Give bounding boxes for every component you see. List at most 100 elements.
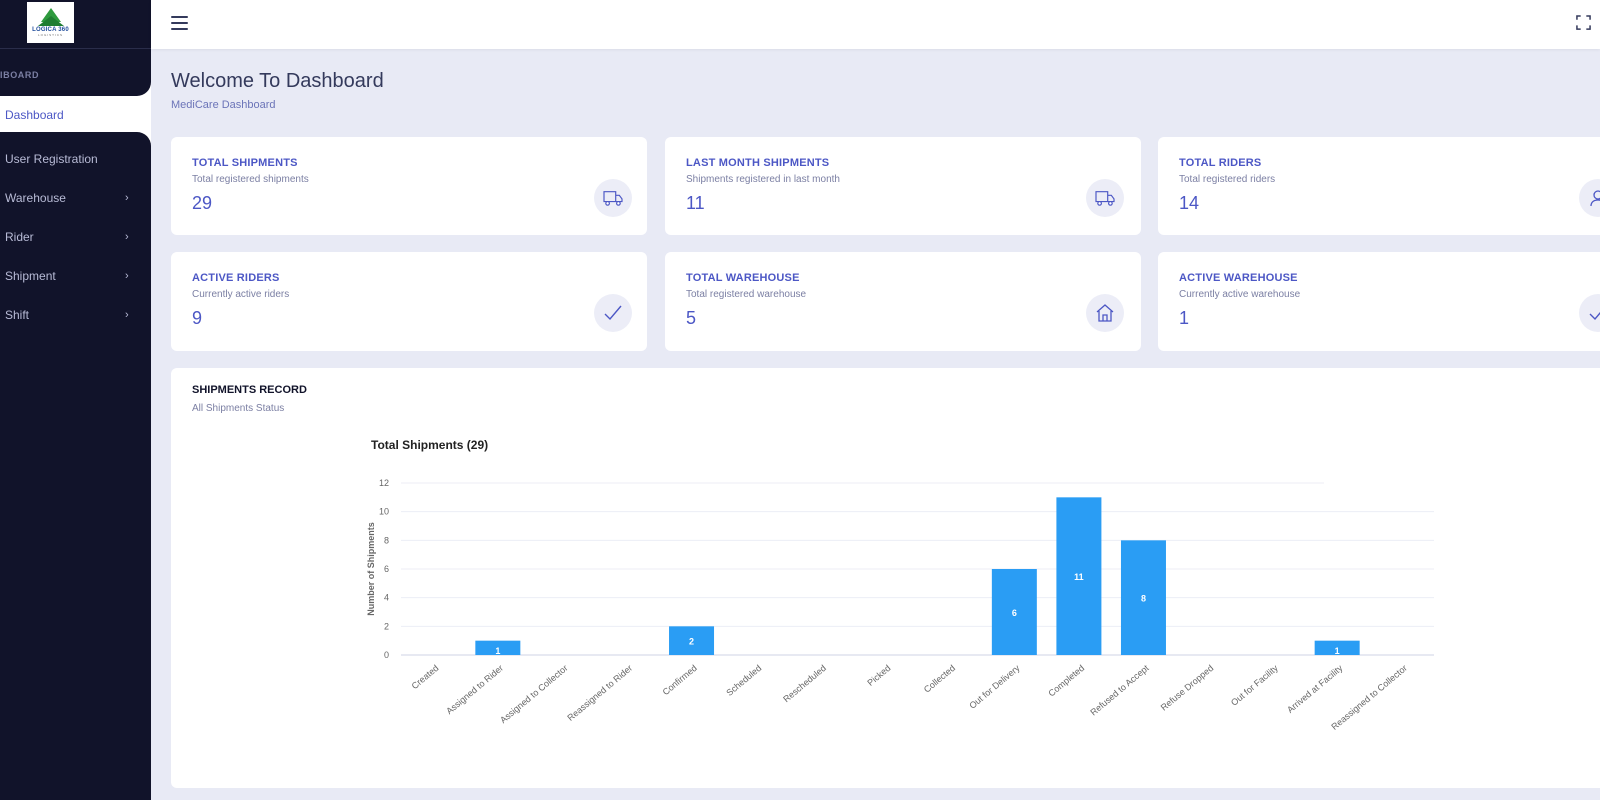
chart-title: Total Shipments (29) [371, 438, 488, 452]
x-tick-label: Out for Delivery [967, 663, 1022, 711]
check-icon [1579, 294, 1600, 332]
hamburger-icon[interactable] [171, 16, 188, 30]
shipments-record-card: SHIPMENTS RECORD All Shipments Status To… [171, 368, 1600, 788]
sidebar-item-rider[interactable]: Rider › [0, 222, 151, 252]
page-subtitle: MediCare Dashboard [171, 99, 276, 111]
chevron-right-icon: › [125, 309, 129, 321]
sidebar-menu: User Registration Warehouse › Rider › Sh… [0, 132, 151, 800]
logo-tree-base-icon [37, 16, 64, 26]
sidebar-section-label: IBOARD [0, 70, 40, 80]
y-tick-label: 6 [384, 564, 389, 574]
truck-icon [594, 179, 632, 217]
x-tick-label: Out for Facility [1229, 663, 1280, 708]
y-tick-label: 4 [384, 593, 389, 603]
card-title: TOTAL RIDERS [1179, 157, 1262, 169]
x-tick-label: Refuse Dropped [1159, 663, 1216, 713]
chart-bar [991, 569, 1037, 655]
logo[interactable]: LOGICA 360 LOGISTICS [27, 2, 74, 43]
card-title: ACTIVE RIDERS [192, 272, 280, 284]
bar-data-label: 6 [1012, 608, 1017, 618]
check-icon [594, 294, 632, 332]
card-title: TOTAL WAREHOUSE [686, 272, 800, 284]
logo-text: LOGICA 360 [32, 27, 69, 33]
truck-icon [1086, 179, 1124, 217]
x-tick-label: Picked [865, 663, 892, 688]
card-title: LAST MONTH SHIPMENTS [686, 157, 830, 169]
sidebar-item-warehouse[interactable]: Warehouse › [0, 183, 151, 213]
y-tick-label: 12 [379, 478, 389, 488]
bar-data-label: 11 [1074, 572, 1084, 582]
sidebar-item-user-registration[interactable]: User Registration [0, 144, 151, 174]
sidebar: LOGICA 360 LOGISTICS IBOARD Dashboard Us… [0, 0, 151, 800]
chart-bar [1056, 497, 1102, 655]
bar-data-label: 8 [1141, 594, 1146, 604]
sidebar-item-label: Dashboard [5, 108, 64, 122]
card-subtitle: Currently active riders [192, 289, 290, 300]
x-tick-label: Arrived at Facility [1285, 663, 1345, 715]
x-tick-label: Reassigned to Collector [1329, 663, 1409, 732]
card-title: TOTAL SHIPMENTS [192, 157, 298, 169]
card-active-warehouse: ACTIVE WAREHOUSE Currently active wareho… [1158, 252, 1600, 351]
card-total-riders: TOTAL RIDERS Total registered riders 14 [1158, 137, 1600, 235]
x-tick-label: Confirmed [661, 663, 699, 697]
chart-bar [475, 640, 521, 655]
card-value: 29 [192, 193, 213, 213]
y-tick-label: 8 [384, 535, 389, 545]
y-tick-label: 10 [379, 507, 389, 517]
top-bar [151, 0, 1600, 49]
sidebar-item-dashboard[interactable]: Dashboard [0, 96, 151, 132]
card-total-warehouse: TOTAL WAREHOUSE Total registered warehou… [665, 252, 1141, 351]
card-last-month-shipments: LAST MONTH SHIPMENTS Shipments registere… [665, 137, 1141, 235]
house-icon [1086, 294, 1124, 332]
card-title: ACTIVE WAREHOUSE [1179, 272, 1298, 284]
card-active-riders: ACTIVE RIDERS Currently active riders 9 [171, 252, 647, 351]
x-tick-label: Reassigned to Rider [565, 663, 634, 723]
x-tick-label: Created [410, 663, 441, 691]
bar-data-label: 1 [495, 646, 500, 656]
chevron-right-icon: › [125, 192, 129, 204]
bar-data-label: 1 [1335, 646, 1340, 656]
sidebar-item-label: User Registration [5, 152, 98, 166]
chart-bar [1120, 540, 1166, 655]
x-tick-label: Assigned to Collector [498, 663, 570, 725]
card-subtitle: Total registered riders [1179, 174, 1276, 185]
x-tick-label: Collected [922, 663, 957, 695]
card-subtitle: Total registered shipments [192, 174, 309, 185]
card-total-shipments: TOTAL SHIPMENTS Total registered shipmen… [171, 137, 647, 235]
shipments-record-subtitle: All Shipments Status [192, 403, 285, 414]
x-tick-label: Assigned to Rider [444, 663, 505, 716]
card-value: 5 [686, 308, 697, 328]
x-tick-label: Refused to Accept [1088, 663, 1151, 718]
card-value: 11 [686, 193, 705, 213]
card-value: 14 [1179, 193, 1200, 213]
chart-bar [1314, 640, 1360, 655]
sidebar-item-shipment[interactable]: Shipment › [0, 261, 151, 291]
chart-bar [669, 626, 715, 655]
sidebar-header: LOGICA 360 LOGISTICS IBOARD [0, 0, 151, 96]
card-value: 9 [192, 308, 203, 328]
logo-subtext: LOGISTICS [37, 33, 63, 37]
x-tick-label: Completed [1046, 663, 1086, 699]
user-icon [1579, 179, 1600, 217]
y-tick-label: 0 [384, 650, 389, 660]
y-axis-label: Number of Shipments [366, 522, 376, 616]
card-subtitle: Total registered warehouse [686, 289, 807, 300]
chevron-right-icon: › [125, 231, 129, 243]
fullscreen-icon[interactable] [1576, 15, 1591, 30]
x-tick-label: Scheduled [724, 663, 763, 698]
sidebar-item-label: Shift [5, 308, 30, 322]
sidebar-item-label: Rider [5, 230, 34, 244]
card-subtitle: Shipments registered in last month [686, 174, 840, 185]
bar-data-label: 2 [689, 637, 694, 647]
x-tick-label: Rescheduled [781, 663, 828, 704]
sidebar-item-label: Shipment [5, 269, 56, 283]
sidebar-item-shift[interactable]: Shift › [0, 300, 151, 330]
shipments-record-title: SHIPMENTS RECORD [192, 384, 307, 396]
card-value: 1 [1179, 308, 1190, 328]
card-subtitle: Currently active warehouse [1179, 289, 1301, 300]
y-tick-label: 2 [384, 621, 389, 631]
chevron-right-icon: › [125, 270, 129, 282]
page-title: Welcome To Dashboard [171, 70, 384, 92]
sidebar-divider [0, 48, 151, 49]
